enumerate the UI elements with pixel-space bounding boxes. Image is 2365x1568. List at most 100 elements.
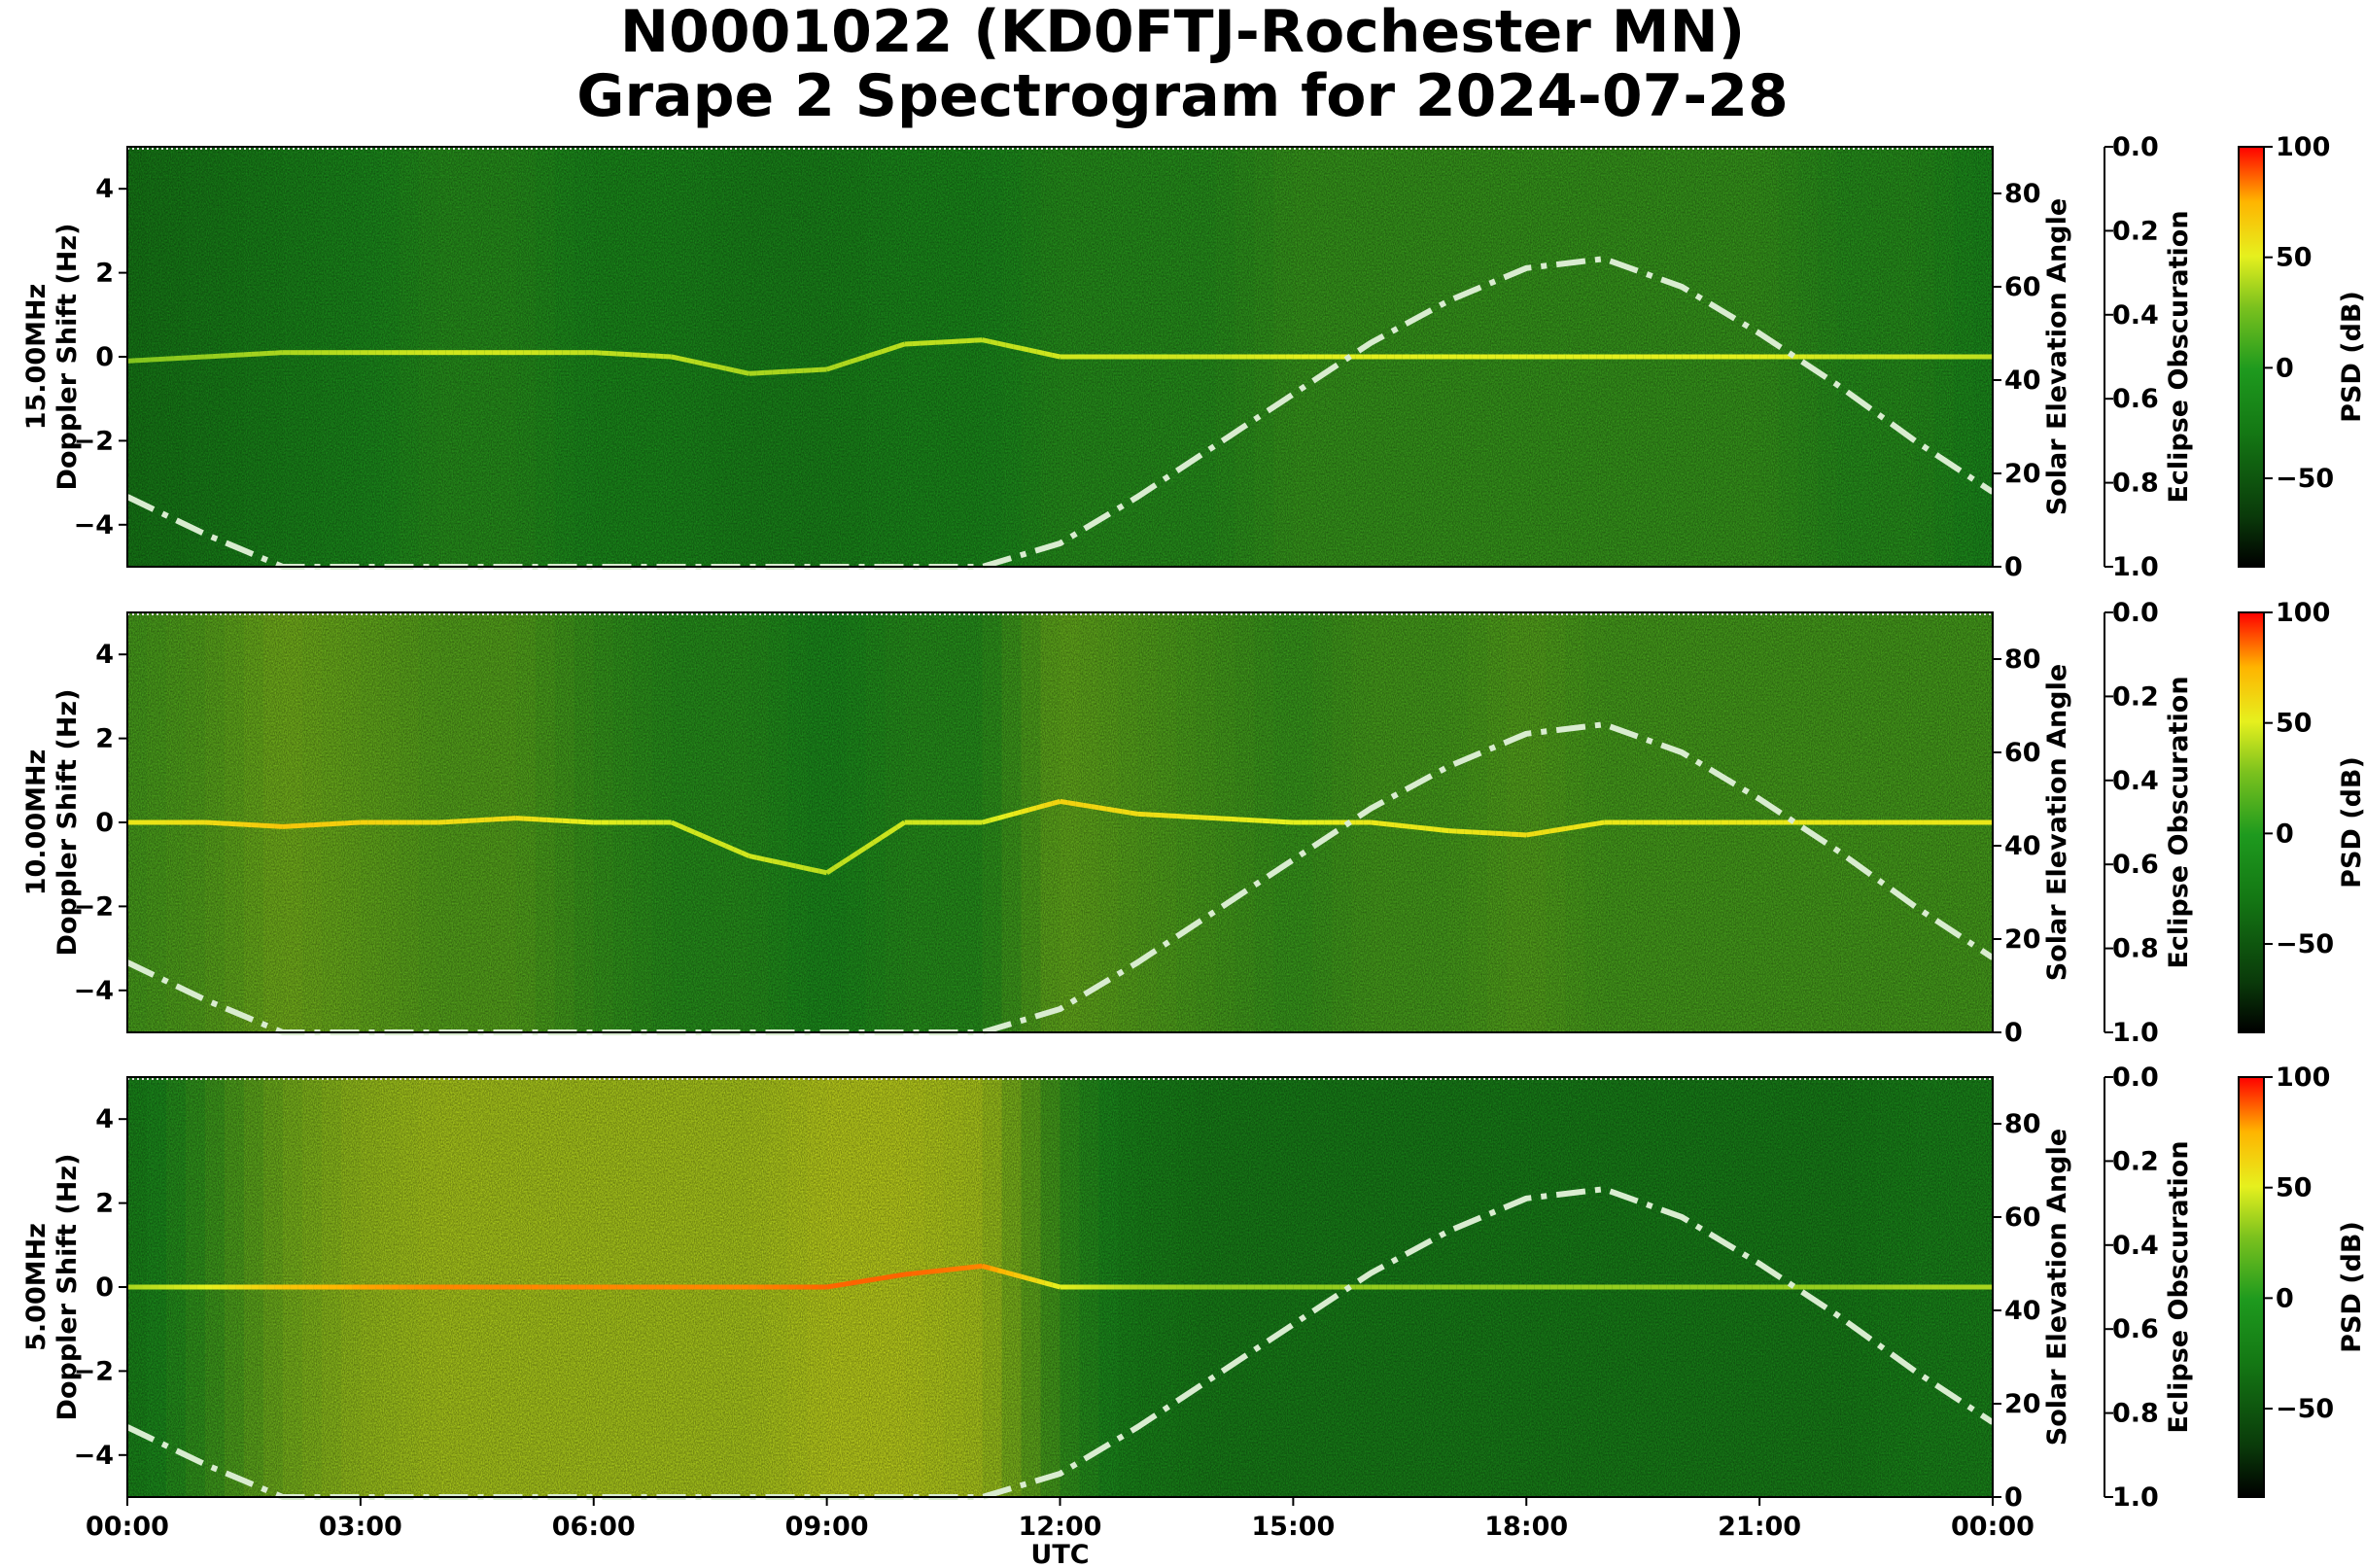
- elevation-tick-label: 0: [2004, 552, 2023, 582]
- elevation-tick-label: 0: [2004, 1018, 2023, 1048]
- carrier-segment: [888, 1272, 897, 1280]
- carrier-segment: [1035, 803, 1046, 811]
- carrier-segment: [872, 349, 883, 357]
- psd-tick-label: −50: [2276, 929, 2334, 959]
- time-tick-label: 18:00: [1484, 1512, 1568, 1542]
- time-tick-label: 06:00: [552, 1512, 636, 1542]
- obscuration-axis-label: Eclipse Obscuration: [2164, 676, 2194, 968]
- obscuration-tick-label: 0.4: [2112, 766, 2159, 796]
- psd-tick-label: 0: [2276, 1283, 2294, 1313]
- doppler-tick-label: 2: [95, 259, 114, 289]
- carrier-segment: [841, 855, 852, 865]
- carrier-segment: [678, 823, 688, 832]
- carrier-segment: [764, 856, 774, 864]
- psd-tick-label: 50: [2276, 1173, 2313, 1203]
- carrier-segment: [780, 860, 789, 867]
- solar-elevation-curve: [125, 1186, 1995, 1500]
- carrier-segment: [717, 364, 727, 371]
- carrier-segment: [1378, 820, 1387, 827]
- psd-tick-label: 0: [2276, 819, 2294, 849]
- carrier-segment: [685, 826, 696, 835]
- doppler-tick-label: 2: [95, 1189, 114, 1219]
- carrier-segment: [716, 840, 727, 849]
- doppler-label: Doppler Shift (Hz): [52, 224, 83, 491]
- doppler-tick-label: 0: [95, 342, 114, 372]
- carrier-segment: [1027, 1275, 1038, 1283]
- carrier-segment: [864, 352, 875, 360]
- carrier-segment: [1083, 802, 1092, 810]
- carrier-segment: [989, 816, 999, 823]
- doppler-axis-label: 10.00MHzDoppler Shift (Hz): [21, 689, 83, 957]
- carrier-trace: [127, 798, 1993, 876]
- elevation-tick-label: 60: [2004, 738, 2041, 768]
- carrier-segment: [997, 340, 1007, 348]
- carrier-segment: [1012, 344, 1023, 351]
- carrier-segment: [1402, 822, 1410, 829]
- elevation-axis-label: Solar Elevation Angle: [2042, 1129, 2072, 1446]
- carrier-segment: [1035, 1278, 1046, 1286]
- carrier-segment: [825, 364, 836, 372]
- carrier-segment: [733, 367, 743, 374]
- carrier-segment: [710, 363, 719, 369]
- obscuration-tick-label: 0.8: [2112, 1399, 2159, 1429]
- obscuration-tick-label: 1.0: [2112, 1482, 2159, 1513]
- carrier-segment: [880, 346, 890, 355]
- psd-axis-label: PSD (dB): [2337, 291, 2365, 423]
- carrier-segment: [912, 1270, 921, 1276]
- carrier-segment: [1425, 825, 1434, 832]
- carrier-segment: [1043, 351, 1054, 358]
- carrier-segment: [1433, 826, 1442, 833]
- carrier-segment: [1012, 809, 1023, 817]
- obscuration-tick-label: 1.0: [2112, 1018, 2159, 1048]
- carrier-segment: [865, 1276, 874, 1283]
- carrier-segment: [803, 865, 813, 872]
- time-tick-label: 12:00: [1019, 1512, 1102, 1542]
- psd-tick-label: −50: [2276, 1394, 2334, 1424]
- carrier-segment: [701, 833, 712, 842]
- doppler-tick-label: 0: [95, 808, 114, 838]
- carrier-segment: [772, 858, 782, 865]
- time-tick-label: 00:00: [86, 1512, 169, 1542]
- obscuration-tick-label: 0.8: [2112, 934, 2159, 964]
- carrier-segment: [709, 836, 719, 846]
- psd-colorbar: [2238, 1076, 2265, 1498]
- title-line-2: Grape 2 Spectrogram for 2024-07-28: [576, 62, 1789, 130]
- obscuration-tick-label: 0.6: [2112, 1314, 2159, 1344]
- elevation-tick-label: 80: [2004, 645, 2041, 675]
- carrier-segment: [694, 359, 704, 366]
- obscuration-tick-label: 0.2: [2112, 1146, 2159, 1176]
- elevation-tick-label: 20: [2004, 924, 2041, 955]
- carrier-segment: [1580, 822, 1589, 829]
- carrier-segment: [1043, 1280, 1054, 1288]
- carrier-segment: [818, 868, 828, 876]
- obscuration-axis-label: Eclipse Obscuration: [2164, 210, 2194, 503]
- obscuration-tick-label: 0.4: [2112, 1231, 2159, 1261]
- elevation-tick-label: 40: [2004, 366, 2041, 396]
- obscuration-tick-label: 0.6: [2112, 850, 2159, 880]
- solar-elevation-curve: [125, 721, 1995, 1035]
- carrier-segment: [1564, 824, 1574, 831]
- psd-colorbar: [2238, 146, 2265, 568]
- time-axis-label: UTC: [1030, 1540, 1089, 1568]
- doppler-tick-label: −2: [74, 426, 114, 456]
- panel-10.00MHz: 420−2−410.00MHzDoppler Shift (Hz)0204060…: [21, 598, 2365, 1048]
- doppler-tick-label: 2: [95, 724, 114, 754]
- carrier-segment: [1067, 800, 1076, 807]
- carrier-segment: [904, 1271, 913, 1277]
- elevation-tick-label: 80: [2004, 1109, 2041, 1139]
- carrier-segment: [974, 1263, 983, 1270]
- doppler-tick-label: −4: [74, 976, 114, 1006]
- elevation-tick-label: 20: [2004, 459, 2041, 489]
- carrier-segment: [811, 866, 820, 874]
- time-tick-label: 21:00: [1718, 1512, 1801, 1542]
- obscuration-tick-label: 0.4: [2112, 300, 2159, 331]
- elevation-tick-label: 60: [2004, 1202, 2041, 1233]
- carrier-segment: [1441, 827, 1449, 834]
- carrier-segment: [1004, 811, 1015, 819]
- carrier-segment: [1035, 349, 1046, 356]
- doppler-label: Doppler Shift (Hz): [52, 689, 83, 957]
- carrier-segment: [887, 344, 898, 352]
- carrier-segment: [1587, 820, 1597, 828]
- obscuration-tick-label: 0.0: [2112, 132, 2159, 162]
- time-tick-label: 00:00: [1951, 1512, 2035, 1542]
